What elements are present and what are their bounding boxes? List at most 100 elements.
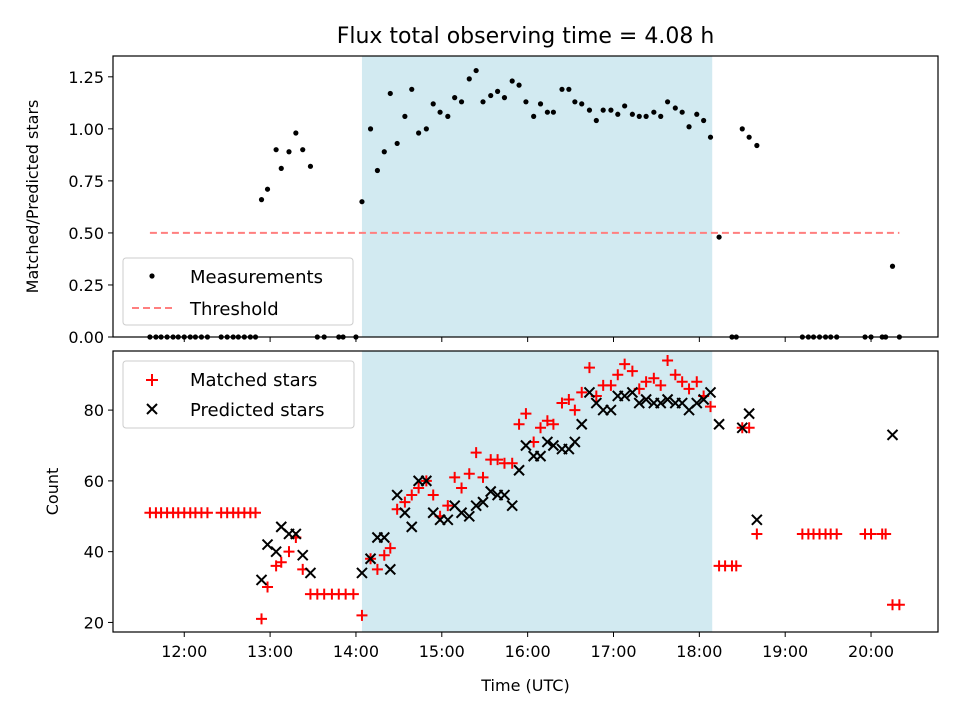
measurement-point [746,134,752,140]
matched-stars-point [683,383,695,395]
bottom-legend: Matched stars Predicted stars [122,360,355,429]
measurement-point [643,113,649,119]
measurement-point [608,107,614,113]
measurement-point [473,67,479,74]
measurement-point [258,197,265,203]
predicted-stars-point [463,510,475,522]
matched-stars-point [880,528,892,540]
matched-stars-point [691,376,703,388]
matched-stars-point [406,489,418,501]
measurement-point [889,263,896,269]
matched-stars-point [583,362,595,374]
measurement-point [381,149,387,155]
predicted-stars-point [886,429,899,441]
matched-stars-point [262,581,274,593]
matched-stars-point [648,372,660,384]
measurement-point [600,107,606,113]
measurement-point [374,167,381,174]
measurement-point [402,113,408,119]
matched-stars-point [569,404,581,416]
x-tick-label: 17:00 [590,642,636,661]
measurement-point [480,99,486,105]
matched-stars-point [535,422,547,434]
predicted-stars-point [743,407,755,420]
measurement-point [559,86,565,92]
top-plot-frame [112,55,939,338]
measurement-point [531,113,537,119]
matched-stars-point [655,379,667,391]
measurement-point [286,149,292,155]
x-tick-label: 20:00 [848,642,894,661]
predicted-stars-point [626,386,639,399]
x-tick-label: 14:00 [333,642,379,661]
matched-stars-point [356,609,368,621]
matched-stars-point [676,376,688,388]
matched-stars-point [705,401,717,413]
x-tick-label: 19:00 [762,642,808,661]
measurement-point [367,126,374,132]
top-shaded-interval [361,56,713,337]
predicted-stars-point [455,507,468,519]
measurement-point [264,186,271,192]
matched-stars-point [547,418,559,430]
predicted-stars-point [583,386,596,399]
matched-stars-point [470,447,482,459]
measurement-point [423,126,429,132]
matched-stars-point [513,418,525,430]
predicted-stars-point [290,528,302,540]
y-tick-label: 20 [84,613,104,632]
predicted-stars-point [569,436,581,448]
y-tick-label: 40 [84,543,104,562]
matched-stars-point [626,365,638,377]
measurement-point [273,147,279,153]
matched-stars-point [413,482,425,494]
measurement-point [300,147,306,153]
measurement-point [739,126,745,132]
matched-stars-point [371,563,383,575]
predicted-stars-point [506,499,518,512]
predicted-stars-point [470,499,482,512]
measurement-point [509,78,515,84]
matched-stars-point [751,528,763,540]
measurement-point [651,109,657,115]
predicted-stars-point [356,567,368,579]
measurement-point [458,99,465,105]
matched-stars-point [669,369,681,381]
matched-stars-point [384,542,396,554]
measurement-point [622,103,628,109]
matched-stars-point [283,546,295,558]
matched-stars-point [865,528,877,540]
predicted-stars-point [655,397,667,409]
measurement-point [452,95,458,101]
measurement-point [716,234,722,240]
matched-stars-point [831,528,843,540]
measurement-point [572,99,578,105]
measurement-point [579,101,585,107]
x-tick-label: 13:00 [247,642,293,661]
matched-stars-point [556,397,568,409]
legend-threshold-label: Threshold [189,299,279,320]
x-tick-label: 12:00 [161,642,207,661]
matched-stars-point [619,358,631,370]
measurement-point [394,140,400,147]
measurement-point [658,113,664,119]
predicted-stars-point [691,397,703,409]
matched-stars-point [442,500,454,512]
measurement-point [686,124,692,130]
bottom-plot-frame [112,350,939,633]
measurement-point [550,109,557,115]
matched-stars-point [520,408,532,420]
predicted-stars-point [406,521,418,533]
predicted-stars-point [364,553,377,565]
predicted-stars-point [713,418,725,430]
y-tick-label: 0.50 [68,224,104,243]
measurement-point [278,165,284,171]
measurement-point [488,92,494,99]
measurement-point [409,86,415,92]
top-legend: Measurements Threshold [122,257,354,326]
predicted-stars-point [736,422,748,434]
y-tick-label: 0.75 [68,172,104,191]
legend-predicted-label: Predicted stars [190,400,324,421]
measurement-point [615,111,621,117]
measurement-point [445,113,451,119]
